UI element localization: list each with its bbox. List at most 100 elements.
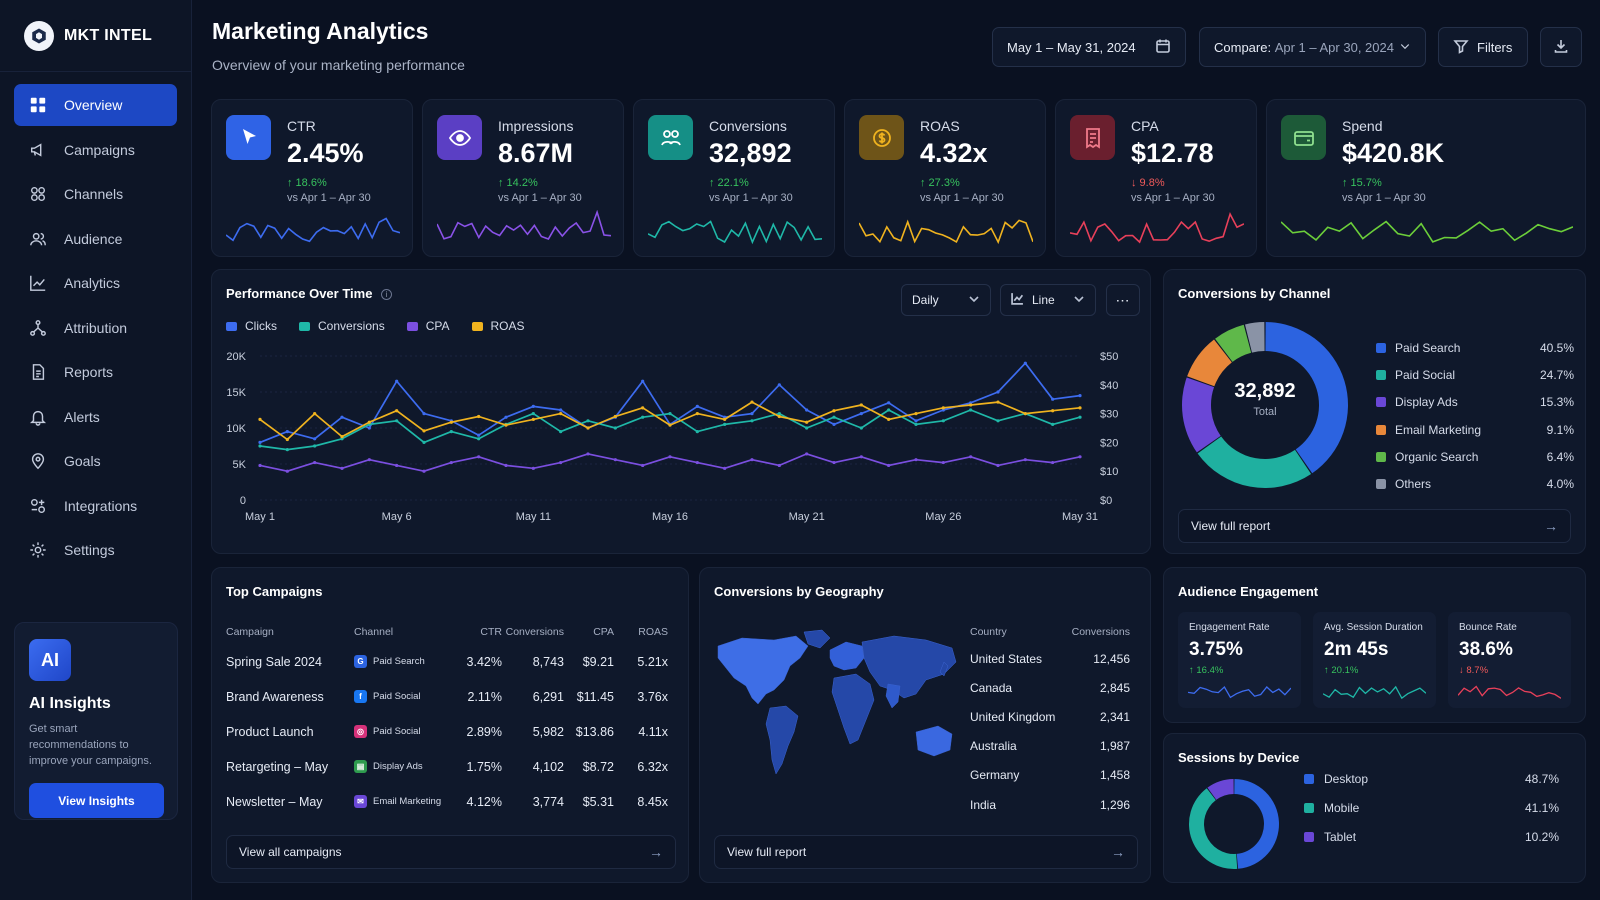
donut-slice-email-marketing[interactable] <box>1187 339 1232 387</box>
data-point-clicks[interactable] <box>531 404 535 408</box>
sidebar-item-overview[interactable]: Overview <box>14 84 177 126</box>
data-point-cpa[interactable] <box>941 460 945 465</box>
chart-type-select[interactable]: Line <box>1000 284 1096 316</box>
data-point-clicks[interactable] <box>340 415 344 419</box>
data-point-conversions[interactable] <box>449 430 453 434</box>
sidebar-item-analytics[interactable]: Analytics <box>14 262 177 304</box>
table-row[interactable]: Brand Awareness f Paid Social 2.11% 6,291 $11… <box>226 679 668 714</box>
data-point-roas[interactable] <box>777 414 781 419</box>
data-point-cpa[interactable] <box>969 455 973 459</box>
data-point-roas[interactable] <box>641 406 645 410</box>
kpi-card-cpa[interactable]: CPA $12.78 ↓ 9.8% vs Apr 1 – Apr 30 <box>1055 99 1257 257</box>
data-point-conversions[interactable] <box>285 448 289 452</box>
data-point-clicks[interactable] <box>313 437 317 441</box>
data-point-cpa[interactable] <box>641 463 645 468</box>
data-point-clicks[interactable] <box>777 383 781 387</box>
data-point-cpa[interactable] <box>996 463 1000 468</box>
column-header[interactable]: CTR <box>480 626 502 638</box>
sidebar-item-campaigns[interactable]: Campaigns <box>14 129 177 171</box>
data-point-clicks[interactable] <box>887 401 891 405</box>
data-point-roas[interactable] <box>668 423 672 427</box>
sidebar-item-attribution[interactable]: Attribution <box>14 307 177 349</box>
column-header[interactable]: Channel <box>354 626 394 638</box>
data-point-cpa[interactable] <box>559 460 563 465</box>
logo[interactable]: MKT INTEL <box>0 0 191 72</box>
data-point-cpa[interactable] <box>887 463 891 468</box>
date-range-picker[interactable]: May 1 – May 31, 2024 <box>992 27 1186 67</box>
data-point-clicks[interactable] <box>859 412 863 416</box>
data-point-conversions[interactable] <box>1051 422 1055 426</box>
data-point-conversions[interactable] <box>613 426 617 430</box>
data-point-conversions[interactable] <box>258 444 262 448</box>
data-point-cpa[interactable] <box>805 452 809 456</box>
more-options-icon[interactable]: ⋯ <box>1106 284 1140 316</box>
data-point-roas[interactable] <box>504 423 508 427</box>
legend-item-roas[interactable]: ROAS <box>471 319 525 333</box>
data-point-cpa[interactable] <box>422 469 426 473</box>
data-point-roas[interactable] <box>449 420 453 424</box>
data-point-conversions[interactable] <box>586 419 590 423</box>
series-line-roas[interactable] <box>259 401 1081 441</box>
data-point-clicks[interactable] <box>504 415 508 419</box>
kpi-card-ctr[interactable]: CTR 2.45% ↑ 18.6% vs Apr 1 – Apr 30 <box>211 99 413 257</box>
data-point-cpa[interactable] <box>285 469 289 473</box>
kpi-card-spend[interactable]: Spend $420.8K ↑ 15.7% vs Apr 1 – Apr 30 <box>1266 99 1586 257</box>
table-row[interactable]: Retargeting – May ▤ Display Ads 1.75% 4,102 $… <box>226 749 668 784</box>
data-point-roas[interactable] <box>859 403 863 407</box>
view-insights-button[interactable]: View Insights <box>29 783 164 818</box>
column-header[interactable]: CPA <box>593 626 614 638</box>
data-point-cpa[interactable] <box>313 460 317 465</box>
data-point-roas[interactable] <box>313 412 317 416</box>
sidebar-item-integrations[interactable]: Integrations <box>14 485 177 527</box>
data-point-clicks[interactable] <box>477 433 481 437</box>
column-header[interactable]: ROAS <box>638 626 668 638</box>
column-header[interactable]: Conversions <box>1071 626 1130 638</box>
data-point-roas[interactable] <box>750 400 754 404</box>
sidebar-item-goals[interactable]: Goals <box>14 440 177 482</box>
data-point-conversions[interactable] <box>422 440 426 444</box>
column-header[interactable]: Campaign <box>226 626 274 638</box>
data-point-roas[interactable] <box>395 409 399 413</box>
data-point-roas[interactable] <box>1023 412 1027 416</box>
data-point-cpa[interactable] <box>613 458 617 462</box>
data-point-roas[interactable] <box>559 412 563 416</box>
table-row[interactable]: India 1,296 <box>970 790 1130 819</box>
download-button[interactable] <box>1540 27 1582 67</box>
sidebar-item-settings[interactable]: Settings <box>14 529 177 571</box>
kpi-card-roas[interactable]: ROAS 4.32x ↑ 27.3% vs Apr 1 – Apr 30 <box>844 99 1046 257</box>
donut-slice-desktop[interactable] <box>1234 779 1279 869</box>
data-point-cpa[interactable] <box>340 466 344 470</box>
data-point-cpa[interactable] <box>504 463 508 468</box>
data-point-clicks[interactable] <box>750 412 754 416</box>
table-row[interactable]: Canada 2,845 <box>970 673 1130 702</box>
data-point-conversions[interactable] <box>832 415 836 419</box>
data-point-conversions[interactable] <box>1078 415 1082 419</box>
data-point-roas[interactable] <box>695 412 699 416</box>
data-point-roas[interactable] <box>832 409 836 413</box>
data-point-conversions[interactable] <box>559 430 563 434</box>
legend-item-conversions[interactable]: Conversions <box>299 319 385 333</box>
data-point-cpa[interactable] <box>477 455 481 459</box>
table-row[interactable]: Product Launch ◎ Paid Social 2.89% 5,982 $13.… <box>226 714 668 749</box>
avg-session-duration-card[interactable]: Avg. Session Duration 2m 45s ↑ 20.1% <box>1313 612 1436 708</box>
data-point-cpa[interactable] <box>723 466 727 470</box>
table-row[interactable]: Australia 1,987 <box>970 732 1130 761</box>
data-point-clicks[interactable] <box>395 379 399 383</box>
data-point-conversions[interactable] <box>941 419 945 423</box>
donut-slice-tablet[interactable] <box>1207 779 1234 800</box>
data-point-clicks[interactable] <box>559 408 563 412</box>
donut-slice-paid-search[interactable] <box>1265 322 1348 474</box>
sidebar-item-audience[interactable]: Audience <box>14 218 177 260</box>
data-point-conversions[interactable] <box>887 408 891 412</box>
geography-view-full-report-button[interactable]: View full report → <box>714 835 1138 869</box>
sidebar-item-alerts[interactable]: Alerts <box>14 396 177 438</box>
table-row[interactable]: Germany 1,458 <box>970 761 1130 790</box>
data-point-roas[interactable] <box>477 414 481 419</box>
data-point-roas[interactable] <box>887 417 891 421</box>
data-point-cpa[interactable] <box>1051 460 1055 465</box>
data-point-conversions[interactable] <box>859 426 863 430</box>
bounce-rate-card[interactable]: Bounce Rate 38.6% ↓ 8.7% <box>1448 612 1571 708</box>
data-point-roas[interactable] <box>1078 406 1082 410</box>
legend-item-cpa[interactable]: CPA <box>406 319 450 333</box>
data-point-roas[interactable] <box>422 429 426 433</box>
